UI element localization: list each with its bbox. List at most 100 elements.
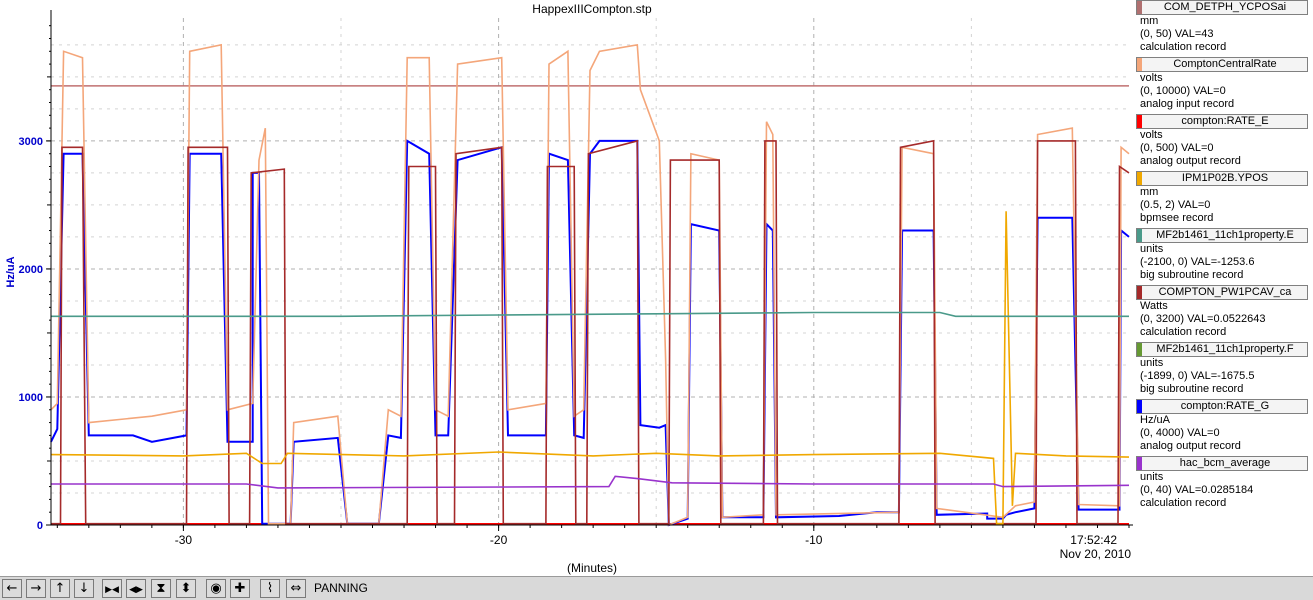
legend-record-type: calculation record [1140,326,1227,338]
legend-name-box[interactable]: MF2b1461_11ch1property.E [1136,228,1308,243]
x-tick-label: -20 [490,533,508,547]
legend-unit: volts [1140,129,1163,141]
series-line-ipm1p02b-ypos [50,211,1130,525]
legend-record-type: analog output record [1140,155,1241,167]
y-tick-label: 1000 [19,392,43,404]
legend-unit: Watts [1140,300,1168,312]
x-axis-label: (Minutes) [567,561,617,575]
legend-unit: units [1140,471,1164,483]
legend-name-box[interactable]: compton:RATE_G [1136,399,1308,414]
arrow-down-button[interactable]: ↓ [74,579,94,598]
zoom-in-horizontal-icon: ▶◀ [105,585,119,595]
legend-range: (0, 500) VAL=0 [1140,142,1214,154]
legend-range: (0, 4000) VAL=0 [1140,427,1220,439]
legend-unit: units [1140,357,1164,369]
pan-horizontal-button[interactable]: ⇔ [286,579,306,598]
legend-range: (-2100, 0) VAL=-1253.6 [1140,256,1255,268]
legend-name: COM_DETPH_YCPOSai [1163,1,1287,13]
legend-swatch [1137,172,1142,185]
legend-entry[interactable]: MF2b1461_11ch1property.F units (-1899, 0) … [1136,342,1313,399]
legend: COM_DETPH_YCPOSai mm (0, 50) VAL=43 calcula… [1136,0,1313,513]
zoom-in-horizontal-button[interactable]: ▶◀ [102,579,122,598]
series-line-hac-bcm-average [51,475,1130,489]
legend-name-box[interactable]: ComptonCentralRate [1136,57,1308,72]
legend-record-type: big subroutine record [1140,269,1244,281]
zoom-out-horizontal-icon: ◀▶ [129,585,143,595]
zoom-out-vertical-icon: ⬍ [180,581,192,596]
series-line-mf2b1461-11ch1property-e [51,311,1129,318]
plus-icon: ✚ [234,581,246,596]
legend-name: MF2b1461_11ch1property.E [1156,229,1294,241]
legend-name-box[interactable]: COM_DETPH_YCPOSai [1136,0,1308,15]
legend-name-box[interactable]: hac_bcm_average [1136,456,1308,471]
pan-horizontal-icon: ⇔ [290,581,302,596]
legend-name-box[interactable]: IPM1P02B.YPOS [1136,171,1308,186]
legend-name: MF2b1461_11ch1property.F [1156,343,1294,355]
arrow-down-icon: ↓ [78,581,90,596]
toolbar: PANNING ← → ↑ ↓ ▶◀ ◀▶ ⧗ ⬍ ◉ ✚ ⌇ ⇔ [0,576,1313,600]
legend-range: (0.5, 2) VAL=0 [1140,199,1211,211]
legend-swatch [1137,229,1142,242]
date-label: Nov 20, 2010 [1060,547,1132,561]
legend-name: compton:RATE_G [1180,400,1270,412]
chart: 0 1000 2000 3000 -30 -20 -10 HappexIIICompton.s… [5,2,1133,575]
legend-unit: mm [1140,15,1159,27]
legend-name-box[interactable]: compton:RATE_E [1136,114,1308,129]
legend-name-box[interactable]: COMPTON_PW1PCAV_ca [1136,285,1308,300]
legend-name: IPM1P02B.YPOS [1181,172,1269,184]
x-tick-label: -30 [175,533,193,547]
legend-record-type: calculation record [1140,41,1227,53]
legend-swatch [1137,343,1142,356]
y-tick-label: 3000 [19,136,43,148]
arrow-right-icon: → [30,581,42,596]
legend-unit: volts [1140,72,1163,84]
legend-entry[interactable]: COMPTON_PW1PCAV_ca Watts (0, 3200) VAL=0.0… [1136,285,1313,342]
legend-unit: units [1140,243,1164,255]
status-text: PANNING [314,581,368,595]
legend-entry[interactable]: IPM1P02B.YPOS mm (0.5, 2) VAL=0 bpmsee reco… [1136,171,1313,228]
zoom-in-vertical-icon: ⧗ [156,581,166,596]
legend-entry[interactable]: compton:RATE_G Hz/uA (0, 4000) VAL=0 analog… [1136,399,1313,456]
legend-range: (0, 40) VAL=0.0285184 [1140,484,1254,496]
series-line-compton-pw1pcav-ca [51,139,1130,525]
arrow-right-button[interactable]: → [26,579,46,598]
arrow-left-button[interactable]: ← [2,579,22,598]
time-label: 17:52:42 [1070,533,1117,547]
legend-record-type: calculation record [1140,497,1227,509]
arrow-left-icon: ← [6,581,18,596]
legend-range: (0, 50) VAL=43 [1140,28,1214,40]
legend-name-box[interactable]: MF2b1461_11ch1property.F [1136,342,1308,357]
legend-swatch [1137,457,1142,470]
legend-name: hac_bcm_average [1179,457,1271,469]
legend-entry[interactable]: ComptonCentralRate volts (0, 10000) VAL=0 a… [1136,57,1313,114]
record-button[interactable]: ◉ [206,579,226,598]
legend-swatch [1137,400,1142,413]
legend-swatch [1137,1,1142,14]
y-axis-label: Hz/uA [5,256,17,287]
chart-title: HappexIIICompton.stp [532,2,652,16]
autoscale-button[interactable]: ⌇ [260,579,280,598]
record-icon: ◉ [210,581,222,596]
autoscale-icon: ⌇ [266,581,274,596]
x-tick-label: -10 [805,533,823,547]
zoom-out-vertical-button[interactable]: ⬍ [176,579,196,598]
legend-unit: Hz/uA [1140,414,1170,426]
legend-record-type: bpmsee record [1140,212,1214,224]
legend-name: COMPTON_PW1PCAV_ca [1158,286,1292,298]
legend-swatch [1137,115,1142,128]
arrow-up-icon: ↑ [54,581,66,596]
legend-record-type: big subroutine record [1140,383,1244,395]
legend-record-type: analog input record [1140,98,1235,110]
zoom-in-vertical-button[interactable]: ⧗ [151,579,171,598]
legend-name: compton:RATE_E [1181,115,1269,127]
legend-range: (0, 10000) VAL=0 [1140,85,1226,97]
legend-swatch [1137,286,1142,299]
zoom-out-horizontal-button[interactable]: ◀▶ [126,579,146,598]
series-line-comptoncentralrate [50,43,1130,527]
plus-button[interactable]: ✚ [230,579,250,598]
arrow-up-button[interactable]: ↑ [50,579,70,598]
